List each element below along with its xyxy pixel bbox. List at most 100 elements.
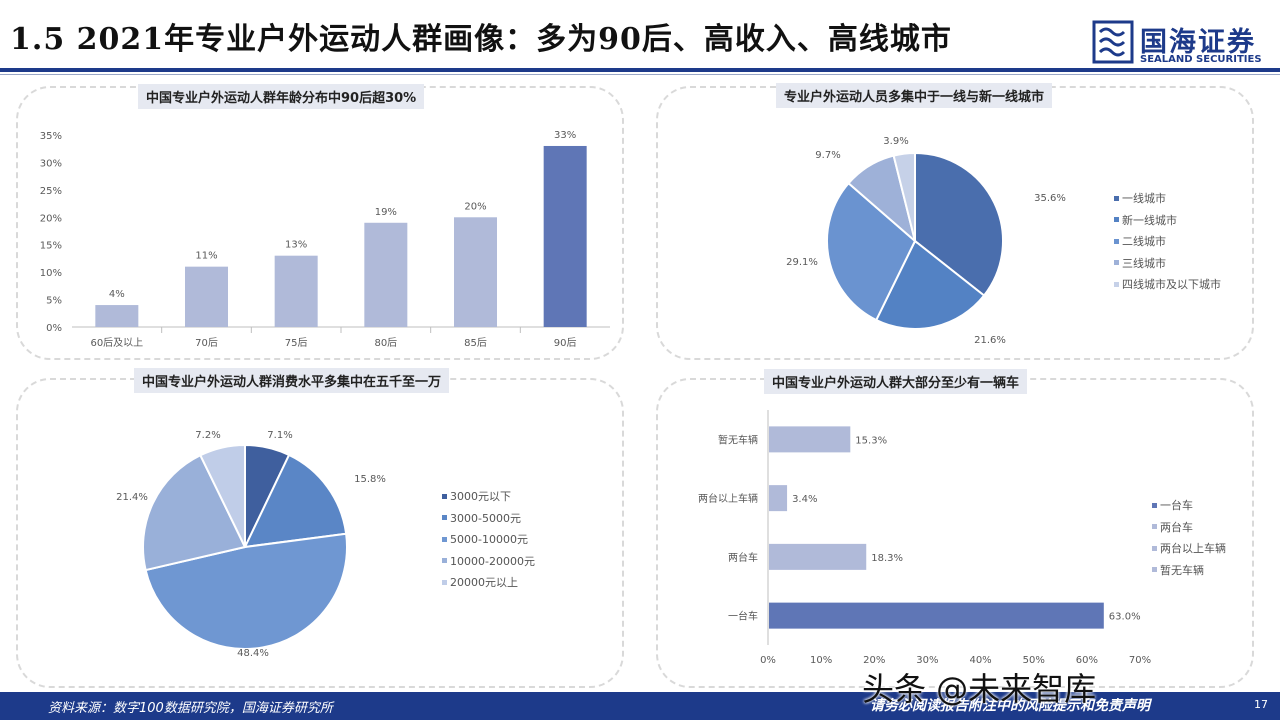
x-tick-label: 60后及以上	[90, 337, 143, 349]
legend-label: 一线城市	[1122, 192, 1166, 205]
legend-label: 两台车	[1160, 520, 1193, 534]
y-tick-label: 0%	[46, 323, 62, 334]
pie-data-label: 7.2%	[195, 430, 220, 441]
legend-swatch	[1152, 545, 1157, 551]
page-title: 1.5 2021年专业户外运动人群画像：多为90后、高收入、高线城市	[10, 22, 952, 57]
legend-item: 二线城市	[1114, 233, 1221, 255]
x-tick-label: 90后	[554, 337, 577, 349]
legend-item: 3000元以下	[442, 488, 535, 510]
x-tick-label: 70%	[1129, 655, 1151, 666]
x-tick-label: 80后	[374, 337, 397, 349]
pie-slice	[826, 181, 917, 322]
legend-label: 20000元以上	[450, 576, 518, 589]
car-bar-chart: 0% 10% 20% 30% 40% 50% 60% 70% 15.3% 暂无车辆 3.4% 两台以上…	[698, 410, 1151, 666]
y-tick-label: 10%	[40, 268, 62, 279]
legend-swatch	[442, 558, 447, 563]
spending-pie-chart: 7.1% 15.8% 48.4% 21.4% 7.2%	[116, 430, 386, 659]
pie-slice	[243, 453, 348, 549]
x-tick-label: 30%	[916, 655, 938, 666]
bar-data-label: 20%	[464, 201, 486, 212]
bar-data-label: 19%	[375, 207, 397, 218]
age-bar-chart: 0% 5% 10% 15% 20% 25% 30% 35% 4% 60后及以上 11% 70后 13% 7…	[40, 130, 610, 349]
header-rule-thin	[0, 74, 1280, 75]
legend-label: 5000-10000元	[450, 533, 528, 546]
legend-label: 3000元以下	[450, 490, 511, 503]
legend-swatch	[442, 515, 447, 520]
bar	[95, 305, 139, 327]
bar	[769, 426, 851, 453]
y-tick-label: 一台车	[728, 610, 758, 623]
pie-data-label: 9.7%	[815, 150, 840, 161]
x-tick-label: 20%	[863, 655, 885, 666]
car-legend: 一台车 两台车 两台以上车辆 暂无车辆	[1152, 497, 1226, 583]
bar	[543, 145, 587, 327]
y-tick-label: 30%	[40, 158, 62, 169]
chart-title-spending: 中国专业户外运动人群消费水平多集中在五千至一万	[134, 368, 450, 393]
disclaimer-link[interactable]: 请务必阅读报告附注中的风险提示和免责声明	[870, 698, 1150, 714]
y-tick-label: 35%	[40, 131, 62, 142]
legend-label: 四线城市及以下城市	[1122, 278, 1221, 291]
y-tick-label: 20%	[40, 213, 62, 224]
legend-item: 三线城市	[1114, 255, 1221, 277]
chart-title-age: 中国专业户外运动人群年龄分布中90后超30%	[138, 84, 425, 109]
source-note: 资料来源：数字100数据研究院，国海证券研究所	[48, 701, 333, 716]
x-tick-label: 60%	[1076, 655, 1098, 666]
pie-data-label: 15.8%	[354, 474, 386, 485]
legend-label: 3000-5000元	[450, 511, 521, 525]
legend-swatch	[1152, 524, 1157, 529]
bar	[274, 255, 318, 327]
x-tick-label: 40%	[969, 655, 991, 666]
pie-data-label: 7.1%	[267, 430, 292, 441]
y-tick-label: 5%	[46, 296, 62, 307]
legend-swatch	[1152, 567, 1157, 572]
legend-swatch	[1114, 195, 1119, 201]
legend-item: 20000元以上	[442, 574, 535, 596]
bar-data-label: 3.4%	[792, 494, 817, 505]
x-tick-label: 75后	[285, 337, 308, 349]
y-tick-label: 两台以上车辆	[698, 492, 758, 505]
legend-item: 暂无车辆	[1152, 562, 1226, 584]
legend-label: 三线城市	[1122, 256, 1166, 270]
legend-swatch	[442, 536, 447, 542]
legend-label: 暂无车辆	[1160, 563, 1204, 577]
legend-item: 10000-20000元	[442, 553, 535, 575]
legend-item: 新一线城市	[1114, 212, 1221, 234]
legend-swatch	[1114, 238, 1119, 244]
legend-item: 5000-10000元	[442, 531, 535, 553]
bar	[769, 602, 1104, 629]
logo-text-en: SEALAND SECURITIES	[1140, 54, 1262, 65]
legend-swatch	[1114, 217, 1119, 222]
legend-swatch	[1152, 502, 1157, 508]
y-tick-label: 两台车	[728, 551, 758, 564]
y-tick-label: 25%	[40, 186, 62, 197]
logo-text-cn: 国海证券	[1140, 27, 1256, 58]
bar-data-label: 15.3%	[855, 435, 887, 446]
x-tick-label: 70后	[195, 337, 218, 349]
legend-swatch	[1114, 281, 1119, 287]
pie-slice	[142, 453, 247, 572]
legend-swatch	[442, 579, 447, 585]
legend-item: 一线城市	[1114, 190, 1221, 212]
chart-title-city: 专业户外运动人员多集中于一线与新一线城市	[776, 83, 1053, 108]
legend-swatch	[1114, 260, 1119, 265]
bar-data-label: 4%	[109, 289, 125, 300]
pie-data-label: 3.9%	[883, 136, 908, 147]
bar	[454, 217, 497, 327]
company-logo: 国海证券 SEALAND SECURITIES	[1092, 20, 1272, 68]
pie-data-label: 21.4%	[116, 492, 148, 503]
bar-data-label: 63.0%	[1109, 612, 1141, 623]
legend-label: 10000-20000元	[450, 554, 535, 568]
bar	[364, 222, 408, 327]
bar-data-label: 33%	[554, 130, 576, 141]
legend-item: 一台车	[1152, 497, 1226, 519]
bar-data-label: 13%	[285, 240, 307, 251]
legend-label: 一台车	[1160, 499, 1193, 512]
watermark: 头条 @未来智库	[862, 670, 1097, 708]
x-tick-label: 85后	[464, 337, 487, 349]
pie-data-label: 21.6%	[974, 335, 1006, 346]
bar	[769, 485, 788, 512]
chart-title-car: 中国专业户外运动人群大部分至少有一辆车	[764, 369, 1028, 394]
footer-bar	[0, 692, 1280, 720]
page-number: 17	[1254, 698, 1268, 711]
pie-slice	[199, 443, 246, 548]
